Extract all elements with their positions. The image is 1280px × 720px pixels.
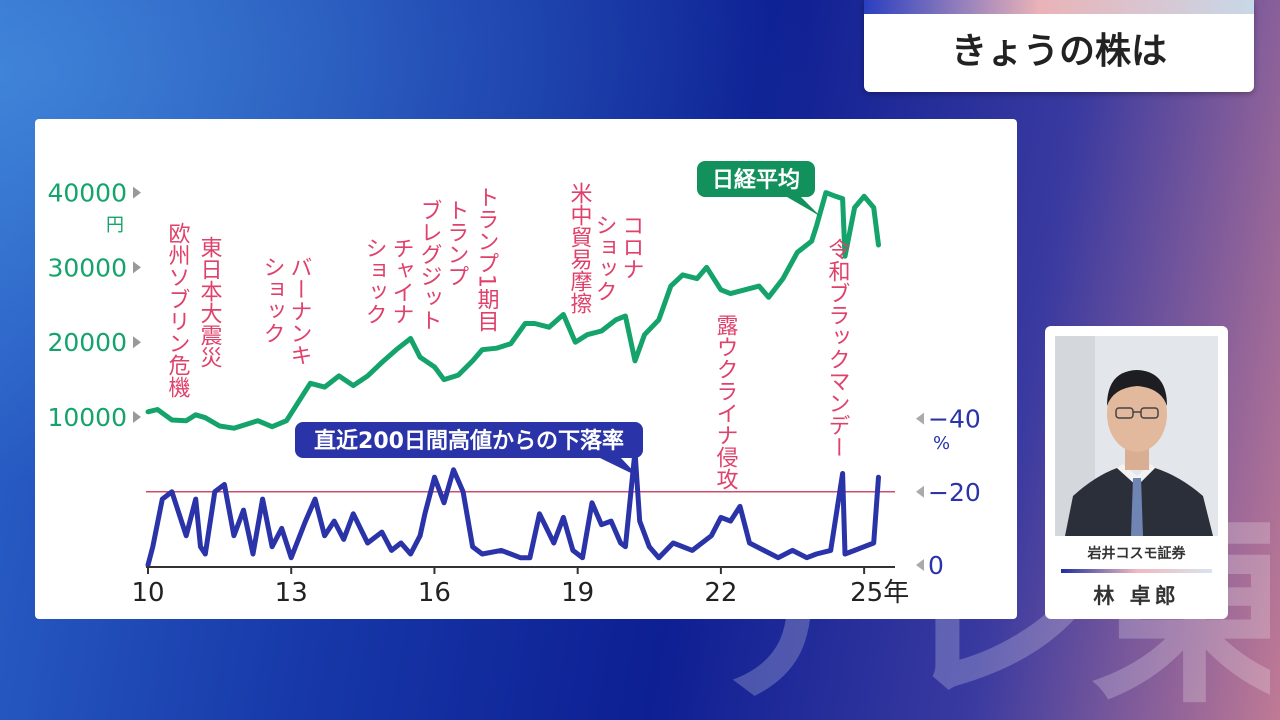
event-label: コロナ [619, 214, 644, 280]
right-tick-label: −20 [928, 478, 981, 507]
event-label: ショック [362, 237, 387, 325]
name-accent-line [1061, 569, 1212, 573]
event-label: ショック [592, 214, 617, 302]
x-tick-label: 16 [418, 578, 451, 608]
event-label: 米中貿易摩擦 [567, 182, 593, 314]
speaker-card: 岩井コスモ証券 林 卓郎 [1045, 326, 1228, 619]
title-card: きょうの株は [864, 0, 1254, 92]
right-tick-arrow [916, 412, 924, 425]
left-tick-label: 30000 [47, 253, 127, 282]
speaker-company: 岩井コスモ証券 [1087, 546, 1186, 562]
event-label: トランプ [444, 199, 469, 287]
right-tick-label: −40 [928, 405, 981, 434]
left-tick-arrow [133, 411, 141, 423]
page-title: きょうの株は [950, 31, 1167, 72]
speaker-photo [1055, 336, 1218, 536]
left-tick-label: 10000 [47, 403, 127, 432]
left-tick-arrow [133, 186, 141, 199]
nikkei-callout-label: 日経平均 [712, 167, 800, 193]
nikkei-callout: 日経平均 [697, 161, 821, 217]
left-tick-arrow [133, 336, 141, 349]
event-label: ブレグジット [417, 199, 442, 331]
speaker-name: 林 卓郎 [1093, 584, 1180, 608]
left-tick-label: 40000 [47, 179, 127, 208]
drawdown-callout: 直近200日間高値からの下落率 [295, 422, 643, 477]
right-tick-arrow [916, 559, 924, 571]
right-axis-unit: % [933, 433, 950, 454]
person-silhouette-icon [1055, 336, 1218, 536]
drawdown-callout-label: 直近200日間高値からの下落率 [314, 428, 624, 454]
left-axis-unit: 円 [106, 215, 124, 236]
right-tick-arrow [916, 485, 924, 498]
event-label: バーナンキ [287, 256, 312, 366]
nikkei-chart: 10 13 16 19 22 25年 10000 20000 30000 40000 円 0 −20 −4… [47, 161, 981, 608]
event-label: トランプ1期目 [474, 186, 500, 332]
drawdown-line [145, 449, 881, 568]
left-tick-label: 20000 [47, 328, 127, 357]
chart-card: 10 13 16 19 22 25年 10000 20000 30000 40000 円 0 −20 −4… [35, 119, 1017, 619]
x-tick-label: 22 [704, 578, 737, 608]
nikkei-line [145, 190, 881, 431]
event-label: 露ウクライナ侵攻 [713, 314, 739, 490]
x-tick-label: 19 [561, 578, 594, 608]
x-tick-label: 13 [275, 578, 308, 608]
nikkei-callout-box [697, 161, 815, 197]
event-label: 令和ブラックマンデー [825, 238, 851, 458]
x-tick-label: 25年 [850, 578, 909, 608]
event-label: 欧州ソブリン危機 [165, 222, 191, 398]
nikkei-callout-pointer [787, 197, 821, 217]
title-accent-bar [864, 0, 1254, 14]
left-tick-arrow [133, 261, 141, 274]
drawdown-callout-pointer [600, 458, 639, 477]
event-label: 東日本大震災 [197, 236, 223, 368]
event-label: チャイナ [389, 237, 414, 325]
x-tick-label: 10 [131, 578, 164, 608]
right-tick-label: 0 [928, 551, 944, 580]
drawdown-callout-box [295, 422, 643, 458]
event-label: ショック [260, 256, 285, 344]
